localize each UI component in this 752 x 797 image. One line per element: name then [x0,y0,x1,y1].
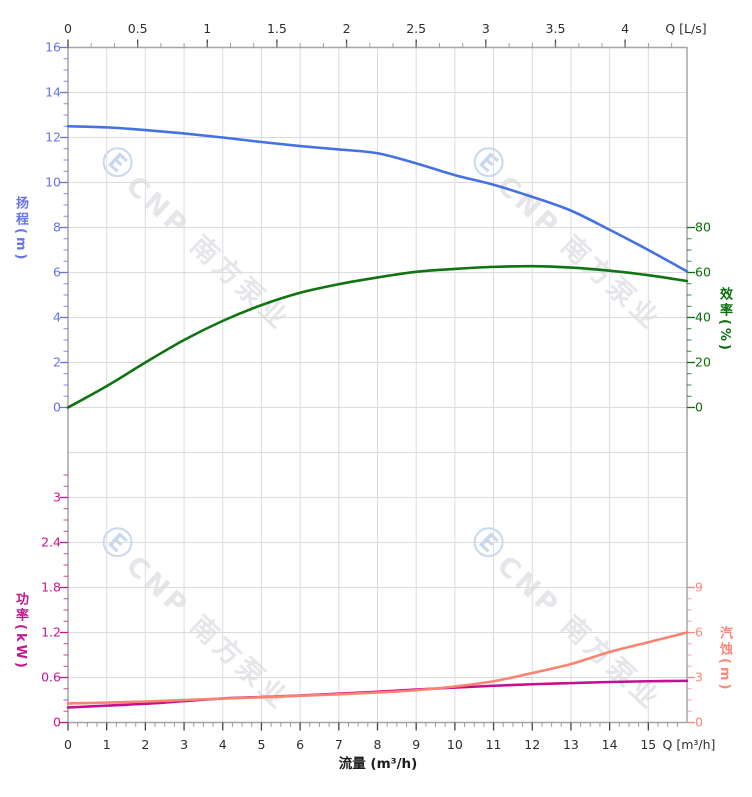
head-curve [66,124,689,273]
svg-text:15: 15 [640,737,656,752]
x-top-unit-label: Q [L/s] [665,21,706,36]
svg-text:2.5: 2.5 [406,21,426,36]
svg-text:0.6: 0.6 [41,670,61,685]
power-axis: 0 0.6 1.2 1.8 2.4 3 [41,474,68,730]
svg-text:1.5: 1.5 [267,21,287,36]
svg-text:0: 0 [53,715,61,730]
svg-text:10: 10 [447,737,463,752]
svg-text:1: 1 [203,21,211,36]
svg-text:20: 20 [695,355,711,370]
svg-text:0.5: 0.5 [128,21,148,36]
svg-text:8: 8 [53,220,61,235]
svg-text:0: 0 [64,21,72,36]
svg-text:4: 4 [53,310,61,325]
svg-text:3: 3 [695,670,703,685]
power-axis-title: 功率(kW) [13,592,28,671]
svg-text:10: 10 [45,175,61,190]
svg-text:6: 6 [296,737,304,752]
svg-text:1.2: 1.2 [41,625,61,640]
svg-text:60: 60 [695,265,711,280]
svg-text:2: 2 [141,737,149,752]
svg-text:12: 12 [45,130,61,145]
svg-text:3: 3 [482,21,490,36]
svg-text:7: 7 [335,737,343,752]
svg-text:16: 16 [45,40,61,55]
svg-text:2.4: 2.4 [41,535,61,550]
svg-text:2: 2 [53,355,61,370]
efficiency-curve [66,264,689,409]
npsh-curve [66,631,689,705]
head-axis: 0 2 4 6 8 10 12 14 16 [45,40,68,415]
svg-text:0: 0 [53,400,61,415]
svg-text:3.5: 3.5 [546,21,566,36]
svg-text:14: 14 [45,85,61,100]
x-top-axis: 0 0.5 1 1.5 2 2.5 3 3.5 4 [64,21,673,48]
svg-text:3: 3 [180,737,188,752]
svg-text:1: 1 [103,737,111,752]
svg-text:3: 3 [53,490,61,505]
svg-text:4: 4 [219,737,227,752]
npsh-axis: 0 3 6 9 [687,580,703,730]
svg-text:1.8: 1.8 [41,580,61,595]
flow-axis-title: 流量 (m³/h) [338,756,418,772]
svg-text:2: 2 [343,21,351,36]
svg-text:40: 40 [695,310,711,325]
svg-text:8: 8 [374,737,382,752]
svg-text:0: 0 [695,715,703,730]
svg-text:0: 0 [64,737,72,752]
grid [68,47,687,723]
svg-text:5: 5 [257,737,265,752]
efficiency-axis-title: 效率(%) [717,287,732,353]
svg-text:9: 9 [412,737,420,752]
npsh-axis-title: 汽蚀(m) [717,626,732,693]
svg-text:14: 14 [602,737,618,752]
efficiency-axis: 0 20 40 60 80 [687,220,711,415]
svg-text:80: 80 [695,220,711,235]
head-axis-title: 扬程(m) [13,196,28,263]
svg-text:9: 9 [695,580,703,595]
x-bottom-unit-label: Q [m³/h] [663,737,716,752]
x-bottom-axis: 0 1 2 3 4 5 6 7 8 9 10 11 12 13 14 15 [64,722,678,752]
svg-text:6: 6 [53,265,61,280]
svg-text:0: 0 [695,400,703,415]
svg-text:6: 6 [695,625,703,640]
svg-text:11: 11 [486,737,502,752]
svg-text:4: 4 [621,21,629,36]
svg-text:12: 12 [524,737,540,752]
svg-text:13: 13 [563,737,579,752]
